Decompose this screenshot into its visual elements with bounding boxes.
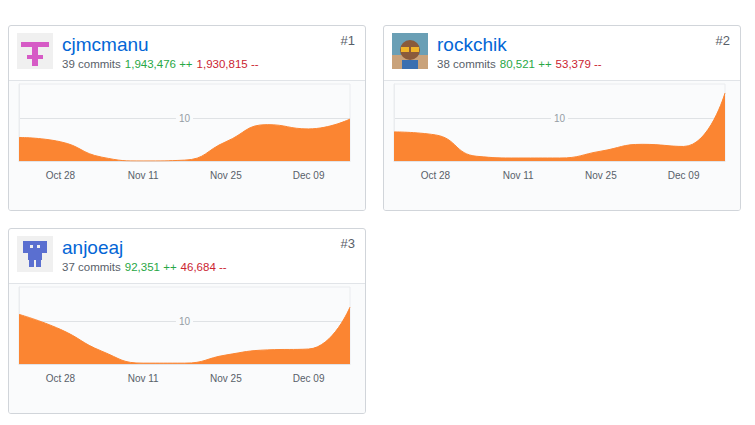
svg-text:10: 10 <box>554 113 566 124</box>
svg-text:Nov 11: Nov 11 <box>503 170 534 181</box>
html-text:38 commits 80,521 ++ 53,379 --: 38 commits 80,521 ++ 53,379 -- <box>437 58 602 70</box>
html-text:#3: #3 <box>340 236 355 251</box>
svg-text:Oct 28: Oct 28 <box>46 373 76 384</box>
html-text:#2: #2 <box>715 33 730 48</box>
html-text:37 commits 92,351 ++ 46,684 --: 37 commits 92,351 ++ 46,684 -- <box>62 261 227 273</box>
svg-text:10: 10 <box>179 113 191 124</box>
svg-text:Nov 11: Nov 11 <box>128 373 159 384</box>
svg-text:Dec 09: Dec 09 <box>293 170 325 181</box>
html-text:39 commits 1,943,476 ++ 1,930,: 39 commits 1,943,476 ++ 1,930,815 -- <box>62 58 259 70</box>
svg-text:Nov 25: Nov 25 <box>210 170 242 181</box>
svg-text:10: 10 <box>179 316 191 327</box>
svg-text:Nov 25: Nov 25 <box>210 373 242 384</box>
svg-text:Dec 09: Dec 09 <box>668 170 700 181</box>
html-text:rockchik: rockchik <box>437 34 507 55</box>
svg-text:Oct 28: Oct 28 <box>421 170 451 181</box>
svg-text:Dec 09: Dec 09 <box>293 373 325 384</box>
html-text:#1: #1 <box>340 33 355 48</box>
svg-text:Oct 28: Oct 28 <box>46 170 76 181</box>
svg-text:Nov 25: Nov 25 <box>585 170 617 181</box>
html-text:anjoeaj: anjoeaj <box>62 237 124 258</box>
html-text:cjmcmanu: cjmcmanu <box>62 34 149 55</box>
svg-text:Nov 11: Nov 11 <box>128 170 159 181</box>
